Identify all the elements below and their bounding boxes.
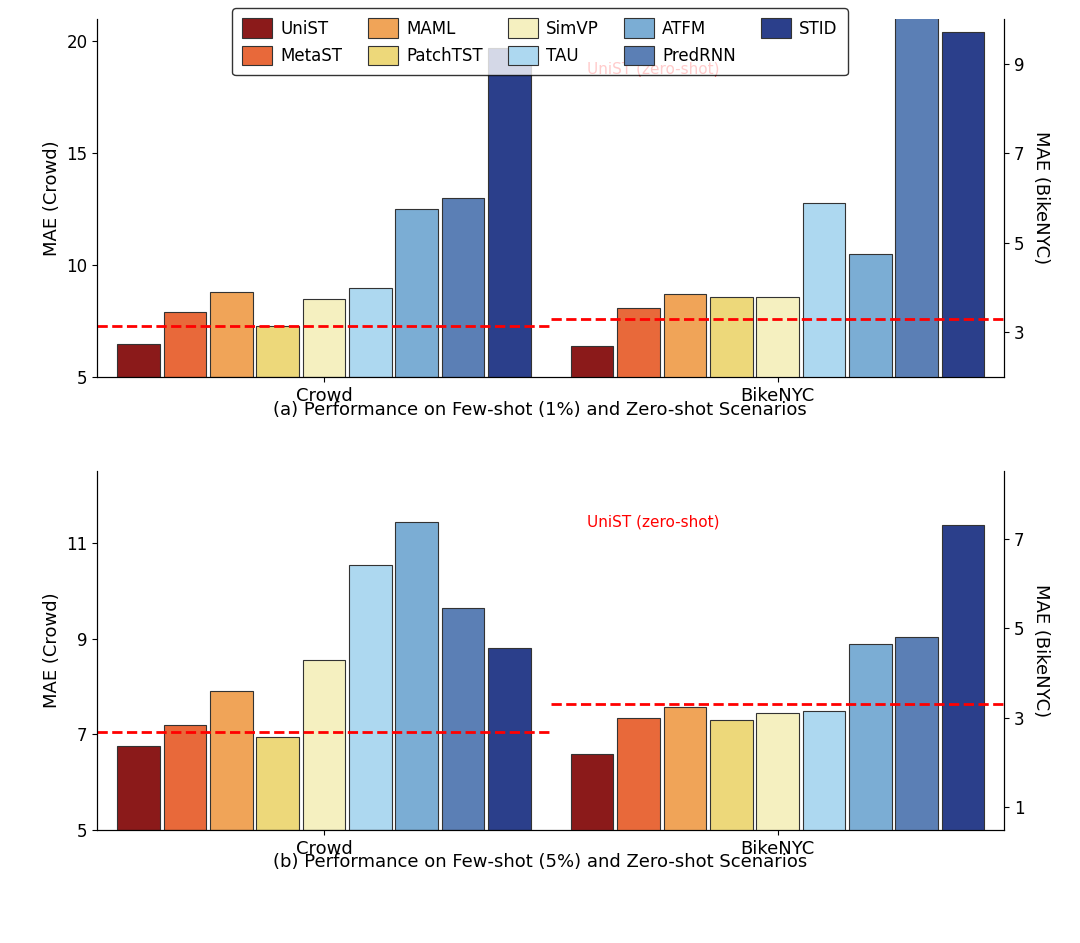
Bar [118, 343, 160, 377]
Text: UniST (zero-shot): UniST (zero-shot) [588, 515, 719, 530]
Bar [395, 209, 438, 377]
Y-axis label: MAE (Crowd): MAE (Crowd) [43, 593, 60, 708]
Bar [895, 0, 939, 377]
Bar [442, 607, 485, 830]
Bar [942, 32, 984, 377]
Bar [663, 294, 706, 377]
Bar [849, 644, 892, 830]
Bar [802, 711, 846, 830]
Y-axis label: MAE (BikeNYC): MAE (BikeNYC) [1031, 131, 1050, 265]
Text: (b) Performance on Few-shot (5%) and Zero-shot Scenarios: (b) Performance on Few-shot (5%) and Zer… [273, 853, 807, 871]
Text: (a) Performance on Few-shot (1%) and Zero-shot Scenarios: (a) Performance on Few-shot (1%) and Zer… [273, 401, 807, 419]
Bar [256, 325, 299, 377]
Bar [617, 307, 660, 377]
Text: UniST (zero-shot): UniST (zero-shot) [588, 62, 719, 77]
Bar [756, 713, 799, 830]
Bar [210, 691, 253, 830]
Bar [710, 296, 753, 377]
Bar [302, 660, 346, 830]
Bar [710, 720, 753, 830]
Bar [118, 746, 160, 830]
Bar [395, 521, 438, 830]
Bar [349, 288, 392, 377]
Bar [617, 718, 660, 830]
Bar [663, 706, 706, 830]
Bar [302, 299, 346, 377]
Bar [571, 753, 613, 830]
Bar [756, 296, 799, 377]
Bar [802, 203, 846, 377]
Bar [488, 648, 530, 830]
Bar [488, 48, 530, 377]
Bar [849, 254, 892, 377]
Bar [256, 736, 299, 830]
Y-axis label: MAE (Crowd): MAE (Crowd) [43, 141, 60, 256]
Bar [349, 565, 392, 830]
Bar [942, 525, 984, 830]
Bar [571, 346, 613, 377]
Bar [163, 725, 206, 830]
Legend: UniST, MetaST, MAML, PatchTST, SimVP, TAU, ATFM, PredRNN, STID: UniST, MetaST, MAML, PatchTST, SimVP, TA… [232, 8, 848, 75]
Bar [210, 292, 253, 377]
Bar [163, 312, 206, 377]
Y-axis label: MAE (BikeNYC): MAE (BikeNYC) [1031, 584, 1050, 718]
Bar [895, 637, 939, 830]
Bar [442, 198, 485, 377]
